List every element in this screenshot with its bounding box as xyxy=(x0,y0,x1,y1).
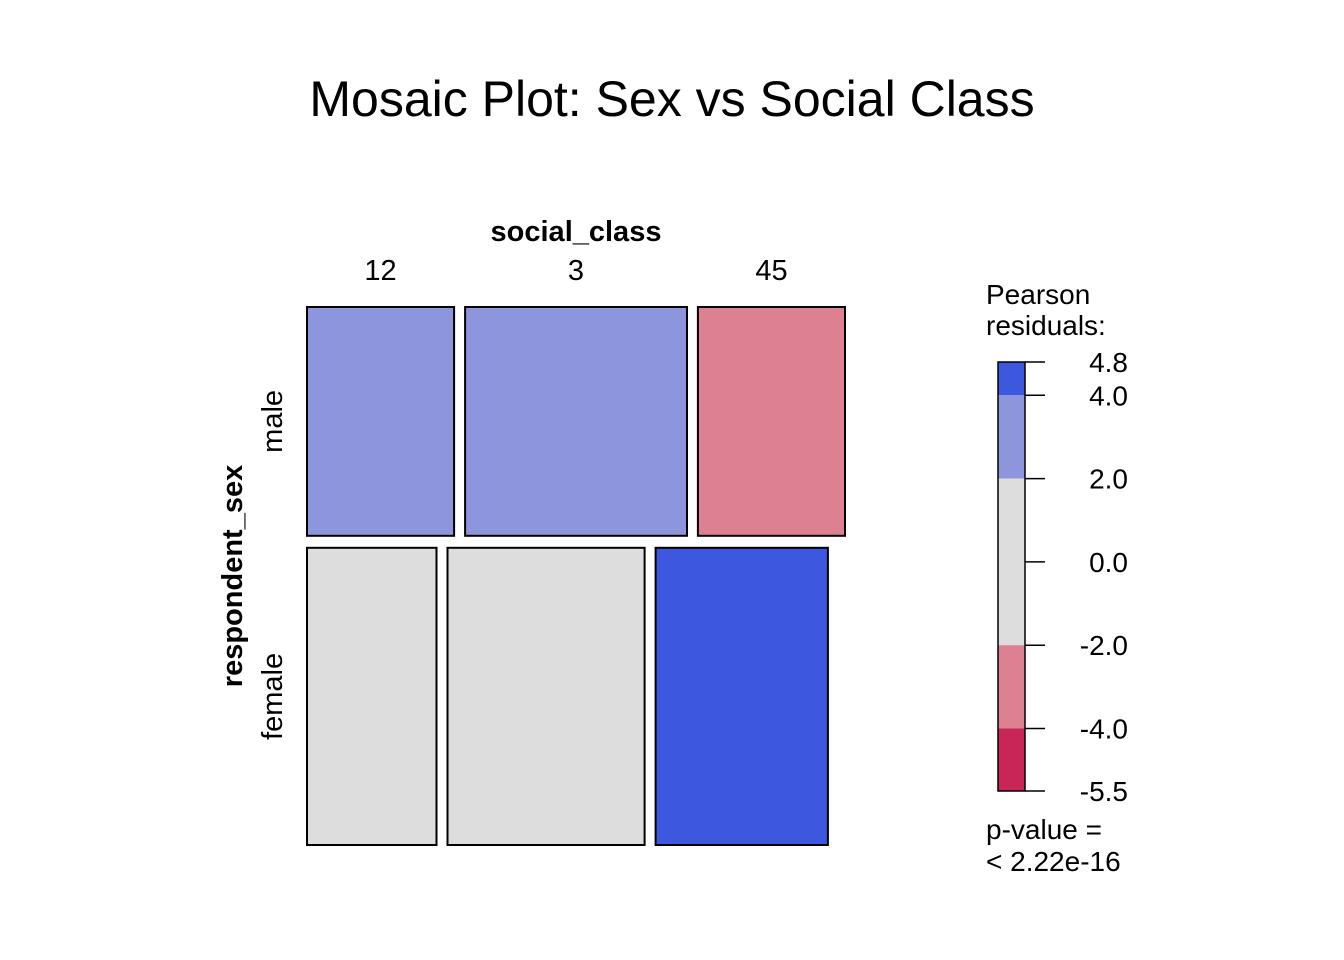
legend-color-bar xyxy=(997,361,1026,792)
tile-female-12 xyxy=(306,546,438,846)
pvalue-line1: p-value = xyxy=(986,814,1102,845)
legend-ticks: 4.84.0 2.0 0.0 -2.0 -4.0 -5.5 xyxy=(1025,347,1128,807)
tile-female-45 xyxy=(654,546,829,846)
row-label-female: female xyxy=(257,653,289,740)
legend-band-0 xyxy=(998,362,1025,396)
legend-title-line2: residuals: xyxy=(986,310,1106,341)
legend-tick-label-5: -4.0 xyxy=(1080,714,1128,745)
column-label-12: 12 xyxy=(364,255,396,287)
tile-female-3 xyxy=(446,546,646,846)
legend-tick-label-0: 4.8 xyxy=(1089,347,1128,378)
column-variable-label: social_class xyxy=(491,216,662,248)
residual-legend: Pearson residuals: 4.84.0 2.0 0.0 -2.0 -4.0 -… xyxy=(986,279,1128,877)
legend-tick-label-4: -2.0 xyxy=(1080,630,1128,661)
legend-bar-frame xyxy=(997,361,1026,792)
mosaic-tiles xyxy=(306,306,847,846)
row-variable-label: respondent_sex xyxy=(217,465,249,687)
legend-band-1 xyxy=(998,395,1025,479)
column-level-labels: 12 3 45 xyxy=(364,255,787,287)
pvalue-line2: < 2.22e-16 xyxy=(986,846,1121,877)
column-label-45: 45 xyxy=(755,255,787,287)
legend-tick-label-6: -5.5 xyxy=(1080,776,1128,807)
tile-male-45 xyxy=(696,306,847,537)
tile-male-12 xyxy=(306,306,456,537)
chart-title: Mosaic Plot: Sex vs Social Class xyxy=(309,71,1034,127)
legend-band-2 xyxy=(998,478,1025,646)
row-label-male: male xyxy=(257,390,289,453)
tile-male-3 xyxy=(464,306,688,537)
legend-tick-label-1: 4.0 xyxy=(1089,380,1128,411)
legend-band-3 xyxy=(998,645,1025,729)
legend-band-4 xyxy=(998,728,1025,791)
legend-tick-label-2: 2.0 xyxy=(1089,464,1128,495)
column-label-3: 3 xyxy=(568,255,584,287)
legend-tick-label-3: 0.0 xyxy=(1089,547,1128,578)
row-level-labels: male female xyxy=(257,390,289,740)
legend-title-line1: Pearson xyxy=(986,279,1090,310)
